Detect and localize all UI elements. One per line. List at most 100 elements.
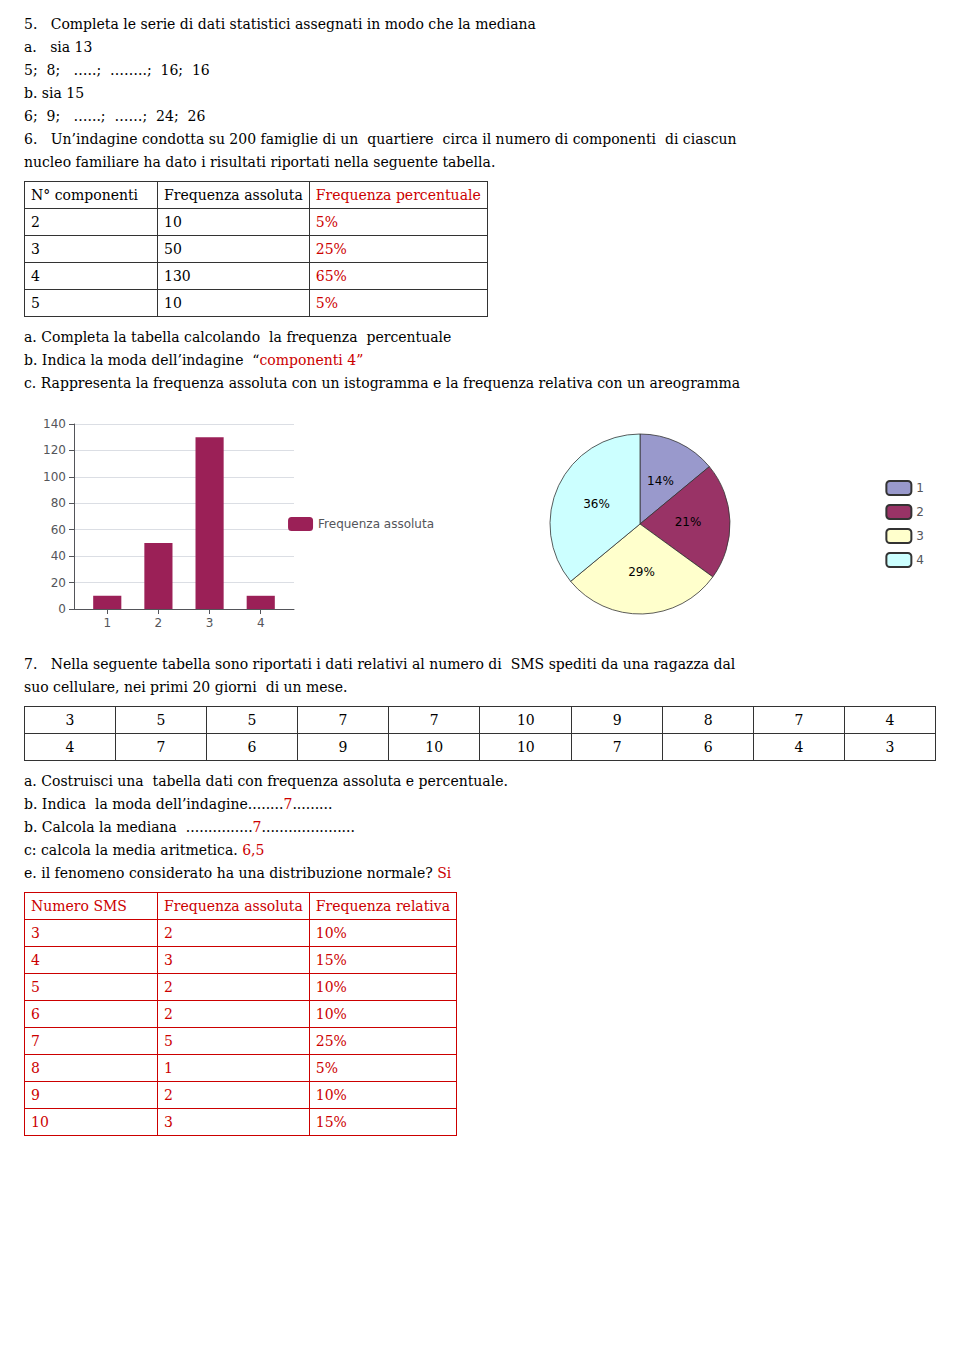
html-text:5: 5	[31, 979, 40, 995]
html-text:3: 3	[31, 925, 40, 941]
svg-text:2: 2	[916, 505, 924, 519]
svg-text:3: 3	[916, 529, 924, 543]
html-text:2: 2	[164, 979, 173, 995]
html-text:5. Completa le serie di dati s: 5. Completa le serie di dati statistici …	[24, 16, 536, 32]
html-text:a. sia 13: a. sia 13	[24, 39, 93, 55]
svg-text:0: 0	[58, 602, 66, 616]
html-text:nucleo familiare ha dato i ris: nucleo familiare ha dato i risultati rip…	[24, 154, 496, 170]
svg-text:20: 20	[51, 576, 66, 590]
svg-text:4: 4	[257, 616, 265, 630]
svg-text:29%: 29%	[628, 565, 655, 579]
html-text:5: 5	[247, 712, 257, 728]
html-text:25%: 25%	[315, 1033, 347, 1049]
svg-text:140: 140	[43, 417, 66, 431]
svg-text:60: 60	[51, 523, 66, 537]
html-text:4: 4	[885, 712, 895, 728]
html-text:8: 8	[31, 1060, 40, 1076]
html-text:b. Indica la moda dell’indagin: b. Indica la moda dell’indagine “ compon…	[24, 352, 364, 368]
html-text:7. Nella seguente tabella sono: 7. Nella seguente tabella sono riportati…	[24, 656, 736, 672]
html-text:4: 4	[31, 268, 40, 284]
html-text:15%: 15%	[315, 952, 347, 968]
html-text:10: 10	[31, 1114, 49, 1130]
html-text:10%: 10%	[315, 1006, 347, 1022]
svg-text:40: 40	[51, 549, 66, 563]
html-text:c: calcola la media aritmetica: c: calcola la media aritmetica. 6,5	[24, 842, 265, 858]
html-text:7: 7	[31, 1033, 40, 1049]
html-text:10: 10	[164, 214, 182, 230]
svg-text:3: 3	[206, 616, 214, 630]
html-text:Frequenza relativa: Frequenza relativa	[315, 898, 451, 914]
html-text:9: 9	[612, 712, 622, 728]
html-text:Frequenza percentuale: Frequenza percentuale	[315, 187, 481, 203]
svg-text:80: 80	[51, 496, 66, 510]
svg-text:Frequenza assoluta: Frequenza assoluta	[318, 517, 434, 531]
svg-text:21%: 21%	[675, 515, 702, 529]
html-text:b. Calcola la mediana ........: b. Calcola la mediana ............... 7.…	[24, 819, 355, 835]
html-text:9: 9	[31, 1087, 40, 1103]
html-text:7: 7	[338, 712, 348, 728]
html-text:10: 10	[164, 295, 182, 311]
html-text:3: 3	[164, 952, 173, 968]
html-text:4: 4	[65, 739, 75, 755]
html-text:10%: 10%	[315, 1087, 347, 1103]
svg-text:1: 1	[916, 481, 924, 495]
html-text:suo cellulare, nei primi 20 gi: suo cellulare, nei primi 20 giorni di un…	[24, 679, 348, 695]
html-text:7: 7	[429, 712, 439, 728]
html-text:4: 4	[794, 739, 804, 755]
html-text:Frequenza assoluta: Frequenza assoluta	[164, 898, 303, 914]
html-text:50: 50	[164, 241, 182, 257]
html-text:15%: 15%	[315, 1114, 347, 1130]
html-text:130: 130	[164, 268, 191, 284]
html-text:5: 5	[164, 1033, 173, 1049]
html-text:3: 3	[65, 712, 75, 728]
html-text:5: 5	[156, 712, 166, 728]
svg-text:36%: 36%	[583, 497, 610, 511]
svg-text:1: 1	[103, 616, 111, 630]
html-text:5%: 5%	[315, 214, 338, 230]
html-text:10: 10	[516, 712, 535, 728]
html-text:6; 9; …...; ……; 24; 26: 6; 9; …...; ……; 24; 26	[24, 108, 206, 124]
svg-text:100: 100	[43, 470, 66, 484]
html-text:4: 4	[31, 952, 40, 968]
html-text:10%: 10%	[315, 979, 347, 995]
html-text:e. il fenomeno considerato ha: e. il fenomeno considerato ha una distri…	[24, 865, 452, 881]
html-text:2: 2	[31, 214, 40, 230]
html-text:2: 2	[164, 925, 173, 941]
html-text:5%: 5%	[315, 1060, 338, 1076]
html-text:a. Completa la tabella calcola: a. Completa la tabella calcolando la fre…	[24, 329, 452, 345]
html-text:10: 10	[516, 739, 535, 755]
svg-text:14%: 14%	[647, 474, 674, 488]
svg-text:4: 4	[916, 553, 924, 567]
html-text:10: 10	[425, 739, 444, 755]
html-text:Frequenza assoluta: Frequenza assoluta	[164, 187, 303, 203]
html-text:5: 5	[31, 295, 40, 311]
html-text:6: 6	[31, 1006, 40, 1022]
html-text:a. Costruisci una tabella dati: a. Costruisci una tabella dati con frequ…	[24, 773, 508, 789]
html-text:b. Indica la moda dell’indagin: b. Indica la moda dell’indagine........ …	[24, 796, 333, 812]
html-text:3: 3	[164, 1114, 173, 1130]
html-text:65%: 65%	[315, 268, 347, 284]
html-text:3: 3	[885, 739, 895, 755]
html-text:b. sia 15: b. sia 15	[24, 85, 85, 101]
html-text:N° componenti: N° componenti	[31, 187, 139, 203]
html-text:c. Rappresenta la frequenza as: c. Rappresenta la frequenza assoluta con…	[24, 375, 741, 391]
html-text:10%: 10%	[315, 925, 347, 941]
html-text:25%: 25%	[315, 241, 347, 257]
html-text:3: 3	[31, 241, 40, 257]
html-text:8: 8	[703, 712, 713, 728]
html-text:6: 6	[247, 739, 257, 755]
svg-text:2: 2	[155, 616, 163, 630]
html-text:1: 1	[164, 1060, 173, 1076]
html-text:9: 9	[338, 739, 348, 755]
html-text:5; 8; …..; ……..; 16; 16: 5; 8; …..; ……..; 16; 16	[24, 62, 210, 78]
svg-text:120: 120	[43, 443, 66, 457]
html-text:2: 2	[164, 1087, 173, 1103]
html-text:6. Un’indagine condotta su 200: 6. Un’indagine condotta su 200 famiglie …	[24, 131, 737, 147]
html-text:7: 7	[156, 739, 166, 755]
html-text:7: 7	[794, 712, 804, 728]
html-text:Numero SMS: Numero SMS	[31, 898, 127, 914]
html-text:5%: 5%	[315, 295, 338, 311]
html-text:7: 7	[612, 739, 622, 755]
html-text:2: 2	[164, 1006, 173, 1022]
html-text:6: 6	[703, 739, 713, 755]
